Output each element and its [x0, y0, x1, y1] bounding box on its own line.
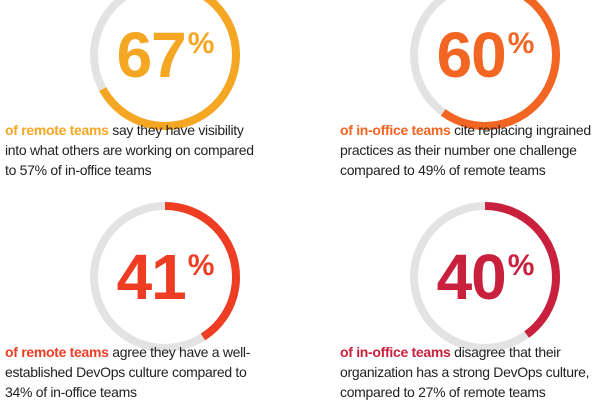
- donut-chart: [90, 202, 240, 352]
- stat-percent-sign: %: [187, 249, 215, 282]
- donut-ring: 41%: [85, 197, 245, 357]
- stat-caption-text: agree they have a well-established DevOp…: [5, 344, 251, 400]
- stat-caption: of in-office teams cite replacing ingrai…: [340, 120, 600, 180]
- stat-percent-sign: %: [507, 27, 535, 60]
- stat-percent-sign: %: [187, 27, 215, 60]
- stat-value: 40%: [405, 197, 565, 357]
- stat-caption: of remote teams agree they have a well-e…: [5, 342, 265, 402]
- donut-chart: [410, 0, 560, 130]
- stat-caption-highlight: of remote teams: [5, 122, 109, 138]
- stat-number: 67: [116, 19, 187, 91]
- stat-percent-sign: %: [507, 249, 535, 282]
- donut-arc: [90, 202, 240, 352]
- donut-arc: [90, 0, 240, 130]
- donut-ring: 60%: [405, 0, 565, 135]
- stat-number: 60: [436, 19, 507, 91]
- donut-chart: [410, 202, 560, 352]
- donut-ring: 67%: [85, 0, 245, 135]
- stat-caption-text: disagree that their organization has a s…: [340, 344, 590, 400]
- stat-value: 41%: [85, 197, 245, 357]
- stat-caption-text: say they have visibility into what other…: [5, 122, 254, 178]
- stat-caption-text: cite replacing ingrained practices as th…: [340, 122, 591, 178]
- stat-caption-highlight: of remote teams: [5, 344, 109, 360]
- stat-number: 41: [116, 241, 187, 313]
- stat-caption: of remote teams say they have visibility…: [5, 120, 265, 180]
- stat-caption: of in-office teams disagree that their o…: [340, 342, 600, 402]
- donut-chart: [90, 0, 240, 130]
- stat-caption-highlight: of in-office teams: [340, 122, 451, 138]
- stat-caption-highlight: of in-office teams: [340, 344, 451, 360]
- donut-arc: [410, 0, 560, 130]
- stat-number: 40: [436, 241, 507, 313]
- donut-ring: 40%: [405, 197, 565, 357]
- stat-value: 67%: [85, 0, 245, 135]
- stat-value: 60%: [405, 0, 565, 135]
- donut-arc: [410, 202, 560, 352]
